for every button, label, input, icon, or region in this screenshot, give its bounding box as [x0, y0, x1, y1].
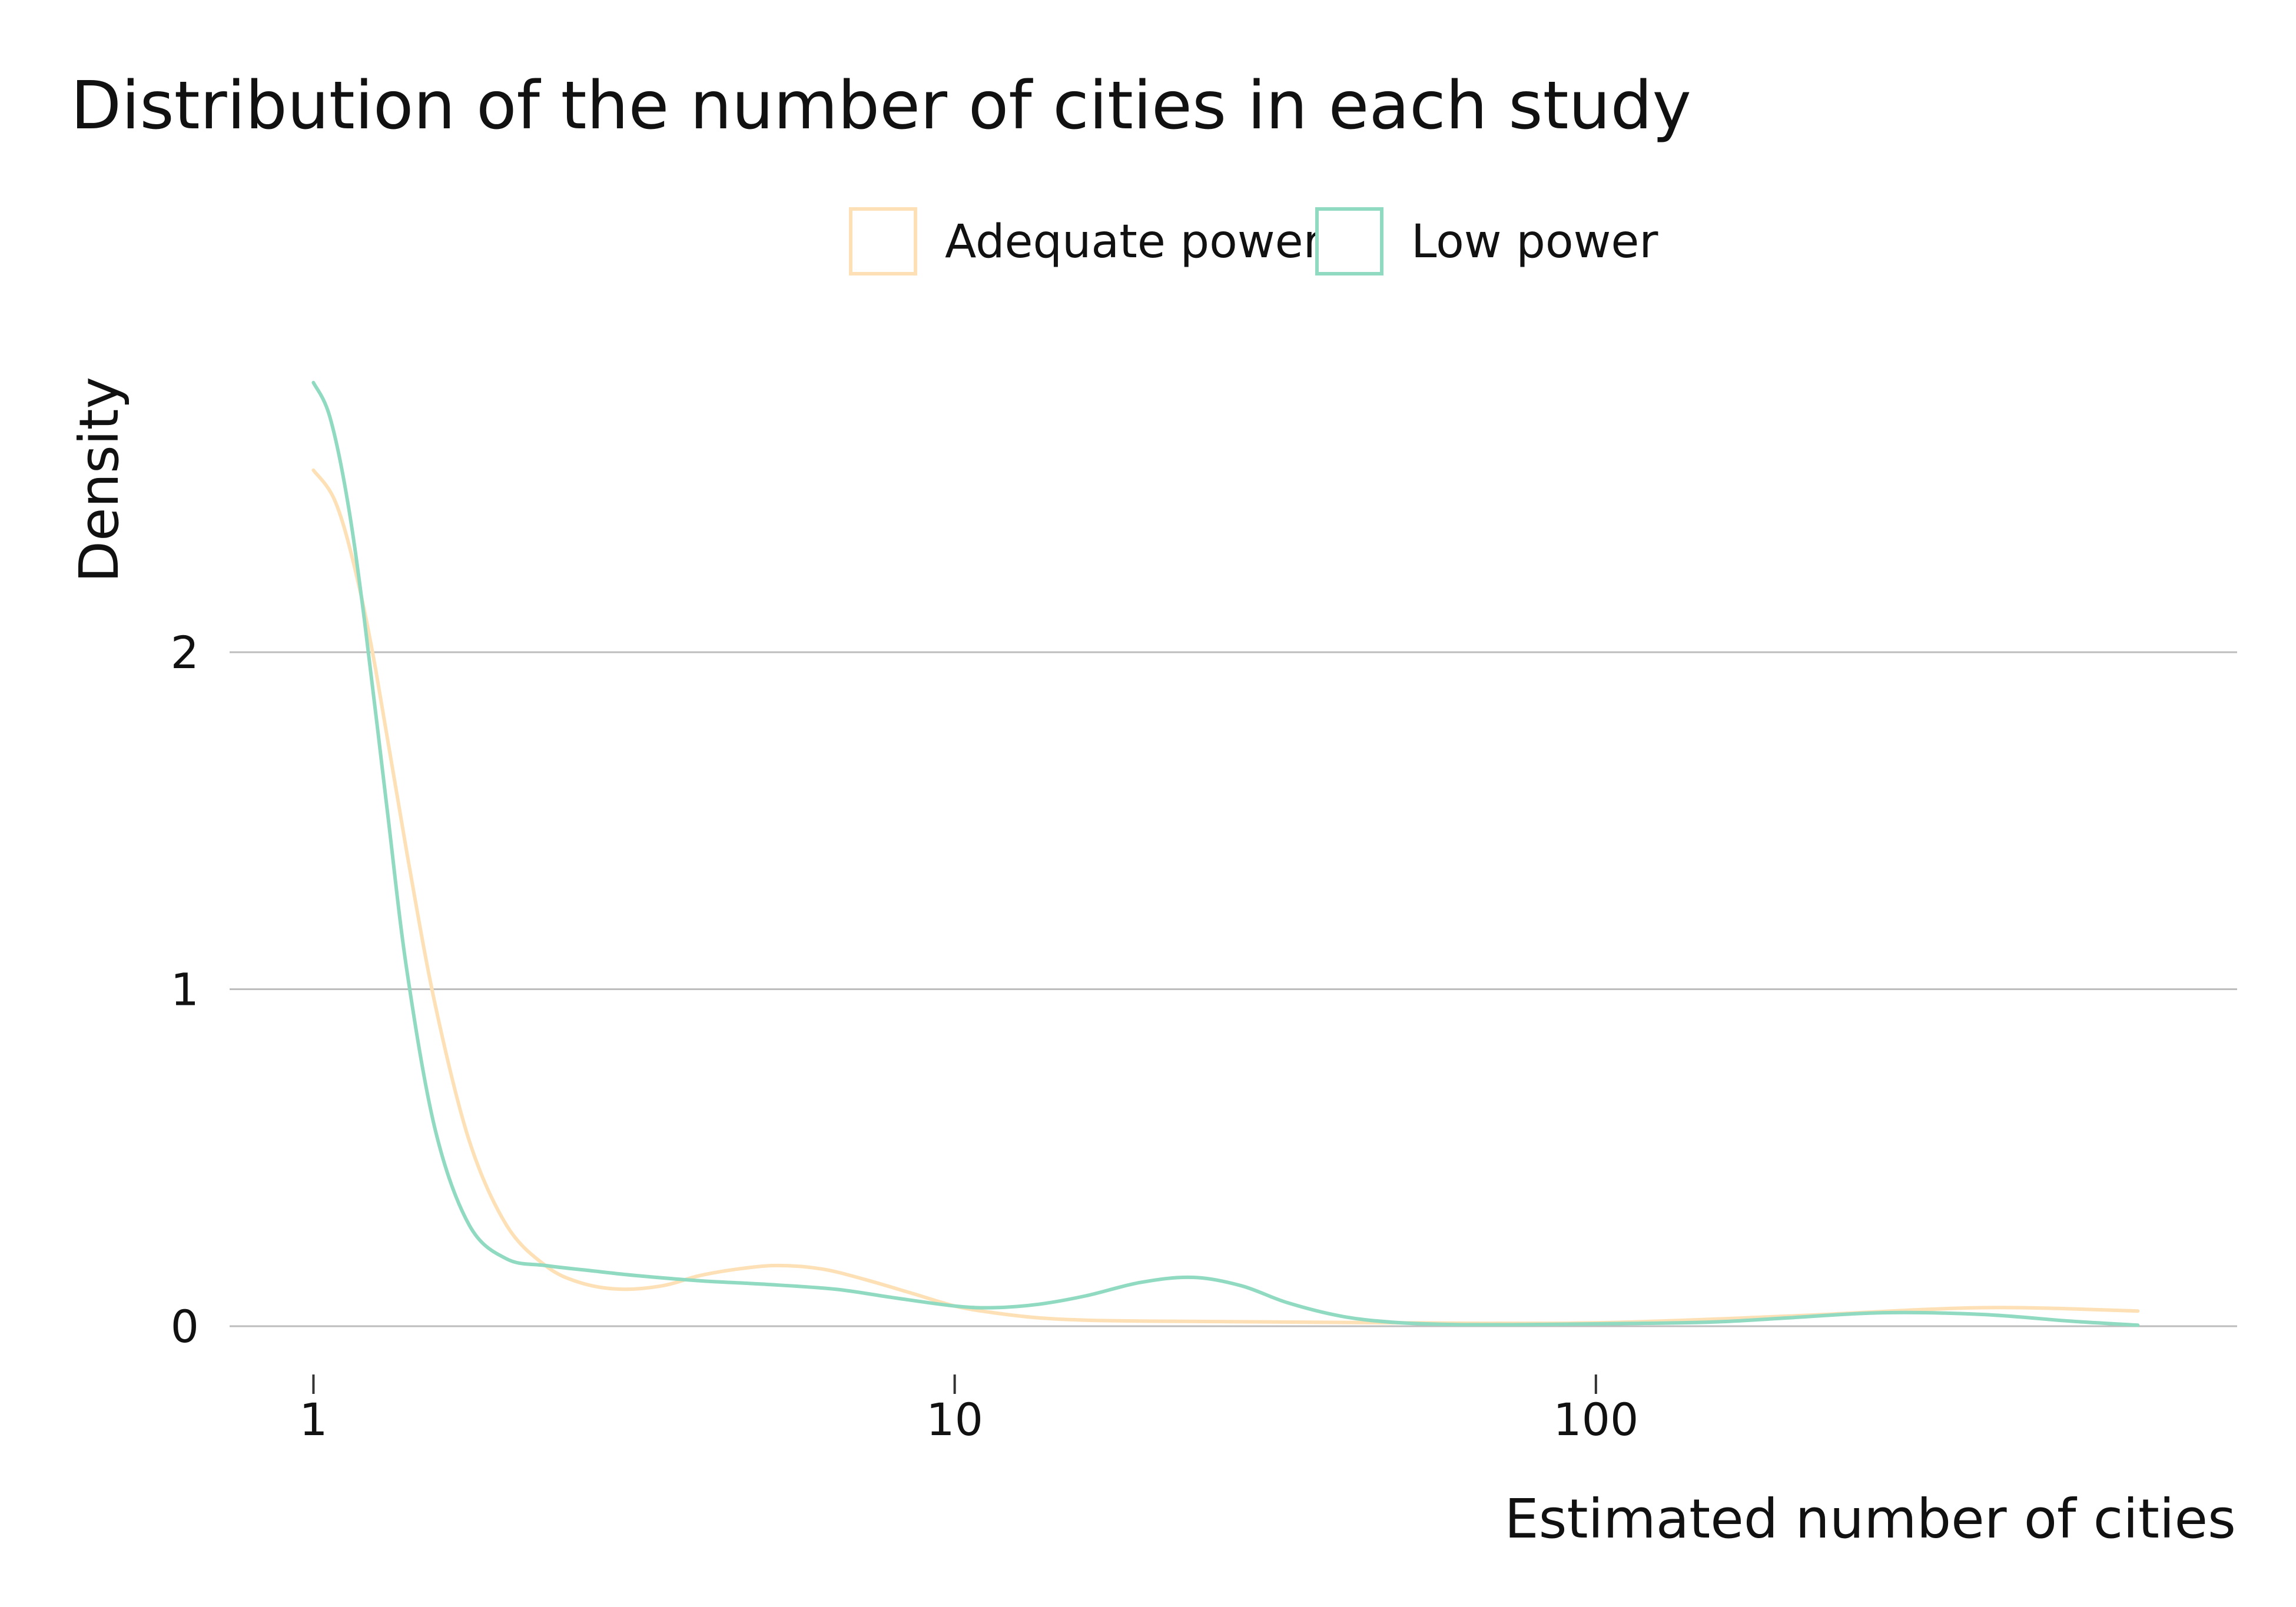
y-tick-label-2: 2 [171, 626, 199, 679]
y-axis-ticks: 0 1 2 [171, 626, 199, 1353]
x-tick-label-2: 100 [1553, 1393, 1638, 1446]
legend-swatch-low-power [1315, 207, 1383, 275]
legend-swatch-adequate-power [849, 207, 917, 275]
chart-title: Distribution of the number of cities in … [71, 68, 1691, 144]
series-line-low-power [311, 381, 2140, 1327]
series-line-adequate-power [311, 468, 2140, 1326]
x-axis-title: Estimated number of cities [1504, 1488, 2236, 1550]
legend: Adequate power Low power [849, 207, 1658, 275]
y-axis-title: Density [68, 377, 131, 583]
x-axis-ticks: 1 10 100 [299, 1374, 1638, 1446]
y-tick-label-1: 1 [171, 964, 199, 1016]
x-tick-label-0: 1 [299, 1393, 327, 1446]
y-tick-label-0: 0 [171, 1300, 199, 1353]
legend-label-low-power: Low power [1411, 215, 1658, 268]
series-curves [311, 381, 2140, 1327]
x-tick-label-1: 10 [926, 1393, 983, 1446]
legend-label-adequate-power: Adequate power [945, 215, 1323, 268]
gridlines [230, 651, 2237, 1327]
